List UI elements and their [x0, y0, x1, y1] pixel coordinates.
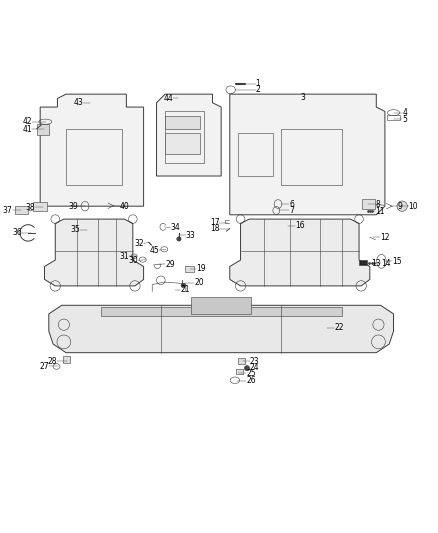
Polygon shape	[100, 308, 342, 316]
Text: 32: 32	[134, 239, 144, 248]
Text: 27: 27	[39, 362, 49, 371]
Text: 31: 31	[119, 252, 129, 261]
Polygon shape	[40, 94, 144, 206]
Text: 18: 18	[210, 224, 219, 233]
Text: 1: 1	[256, 79, 260, 88]
Circle shape	[397, 201, 407, 212]
Bar	[184, 265, 194, 272]
Text: 42: 42	[23, 117, 32, 126]
Text: 33: 33	[186, 231, 196, 240]
Circle shape	[244, 366, 250, 371]
Text: 7: 7	[289, 206, 294, 215]
Text: 22: 22	[334, 323, 343, 332]
Bar	[238, 358, 245, 364]
Text: 10: 10	[409, 201, 418, 211]
Text: 17: 17	[210, 218, 219, 227]
Text: 2: 2	[256, 85, 260, 94]
Polygon shape	[45, 219, 144, 286]
Bar	[359, 261, 367, 265]
Text: 4: 4	[402, 108, 407, 117]
Polygon shape	[230, 219, 370, 286]
Text: 8: 8	[375, 200, 380, 209]
Bar	[15, 206, 28, 214]
Bar	[387, 115, 400, 120]
Text: 30: 30	[129, 256, 138, 265]
Text: 35: 35	[70, 225, 80, 235]
Text: 13: 13	[371, 259, 381, 268]
Text: 43: 43	[74, 98, 83, 107]
Text: 39: 39	[68, 201, 78, 211]
Text: 3: 3	[301, 93, 306, 102]
Circle shape	[177, 237, 181, 241]
Text: 12: 12	[380, 233, 389, 241]
Text: 40: 40	[120, 201, 130, 211]
Bar	[236, 369, 243, 374]
Circle shape	[181, 284, 185, 288]
Text: 37: 37	[3, 206, 13, 215]
Text: 29: 29	[165, 260, 175, 269]
Text: 21: 21	[180, 285, 190, 294]
Bar	[363, 199, 375, 209]
Text: 15: 15	[392, 257, 401, 266]
Text: 24: 24	[250, 364, 259, 372]
Text: 34: 34	[170, 223, 180, 232]
Text: 45: 45	[149, 246, 159, 255]
Polygon shape	[156, 94, 221, 176]
Text: 6: 6	[289, 199, 294, 208]
Bar	[33, 202, 47, 212]
Text: 5: 5	[402, 115, 407, 124]
Text: 38: 38	[25, 203, 35, 212]
Bar	[165, 116, 200, 128]
Text: 36: 36	[12, 228, 22, 237]
Polygon shape	[191, 297, 251, 314]
Bar	[165, 133, 200, 155]
Text: 19: 19	[196, 264, 206, 273]
Text: 26: 26	[246, 376, 256, 385]
Bar	[63, 356, 71, 363]
Text: 11: 11	[375, 207, 385, 216]
Text: 14: 14	[381, 259, 391, 268]
Polygon shape	[49, 305, 393, 353]
Text: 9: 9	[398, 201, 403, 211]
Text: 16: 16	[295, 221, 305, 230]
Text: 20: 20	[194, 278, 204, 287]
Bar	[37, 124, 49, 135]
Text: 41: 41	[23, 125, 32, 134]
Text: 28: 28	[48, 357, 57, 366]
Polygon shape	[230, 94, 385, 215]
Text: 25: 25	[246, 369, 256, 378]
Text: 44: 44	[163, 94, 173, 103]
Text: 23: 23	[250, 357, 259, 366]
